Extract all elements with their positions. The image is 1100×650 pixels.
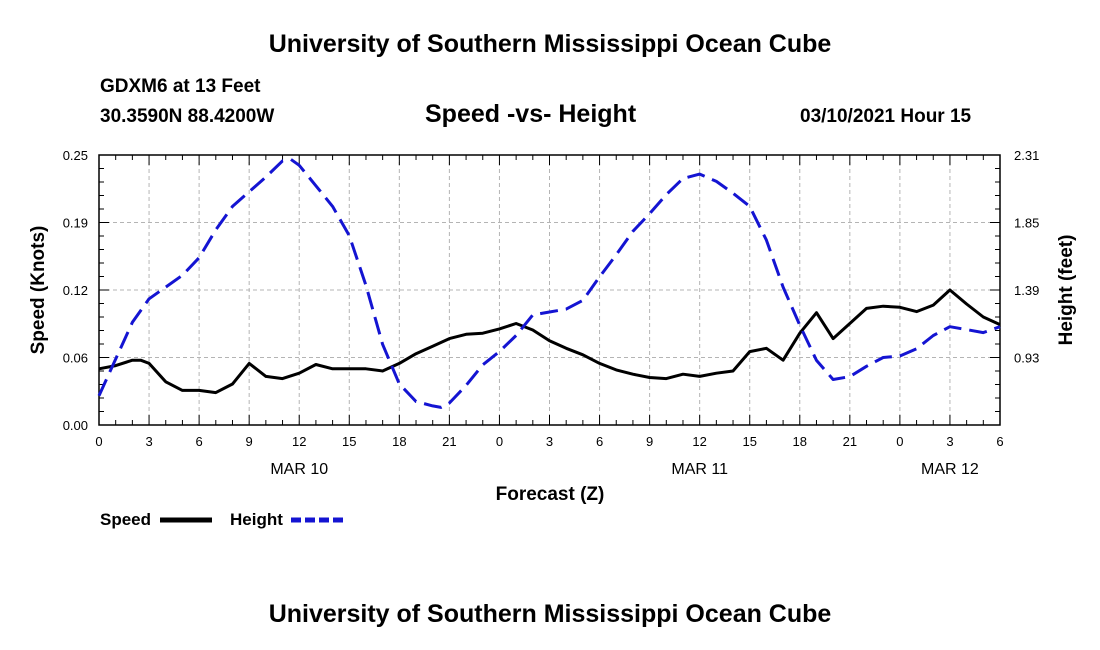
x-tick-label: 18: [392, 434, 406, 449]
series-lines: [97, 157, 1001, 409]
date-label: MAR 10: [270, 461, 328, 478]
axis-ticks: [98, 154, 1001, 426]
y-tick-label: 0.19: [63, 216, 88, 231]
grid-lines: [99, 155, 1000, 425]
y-tick-label: 0.25: [63, 148, 88, 163]
date-label: MAR 11: [671, 461, 728, 478]
location-coordinates: 30.3590N 88.4200W: [100, 106, 275, 127]
y-axis-label: Speed (Knots): [28, 226, 49, 355]
x-tick-label: 9: [246, 434, 253, 449]
x-tick-label: 12: [292, 434, 306, 449]
y2-tick-label: 1.85: [1014, 216, 1039, 231]
footer-title: University of Southern Mississippi Ocean…: [268, 600, 832, 628]
y2-axis-label: Height (feet): [1056, 235, 1077, 346]
x-tick-label: 3: [145, 434, 152, 449]
x-tick-label: 21: [442, 434, 456, 449]
x-tick-label: 6: [596, 434, 603, 449]
x-tick-label: 18: [793, 434, 807, 449]
x-tick-label: 15: [742, 434, 756, 449]
x-tick-label: 3: [946, 434, 953, 449]
x-tick-label: 21: [843, 434, 857, 449]
x-tick-label: 15: [342, 434, 356, 449]
legend-label-speed: Speed: [100, 510, 151, 529]
x-tick-label: 12: [692, 434, 706, 449]
x-tick-label: 6: [996, 434, 1003, 449]
y2-tick-label: 0.93: [1014, 351, 1039, 366]
x-tick-label: 0: [896, 434, 903, 449]
station-label: GDXM6 at 13 Feet: [100, 76, 261, 97]
legend: Speed Height: [100, 510, 343, 529]
x-tick-label: 0: [95, 434, 102, 449]
x-tick-label: 3: [546, 434, 553, 449]
y-tick-label: 0.00: [63, 418, 88, 433]
forecast-datetime: 03/10/2021 Hour 15: [800, 106, 972, 127]
series-line-height: [97, 157, 1001, 409]
x-tick-label: 9: [646, 434, 653, 449]
page-title: University of Southern Mississippi Ocean…: [268, 30, 832, 58]
y2-tick-label: 1.39: [1014, 283, 1039, 298]
axis-labels: 0 3 6 9 12 15 18 21 0 3 6 9 12 15 18 21 0 3 6 MAR 10 MAR 11 M…: [63, 148, 1040, 478]
y-tick-label: 0.12: [63, 283, 88, 298]
y-tick-label: 0.06: [63, 351, 88, 366]
series-line-speed: [98, 288, 1001, 395]
y2-tick-label: 2.31: [1014, 148, 1039, 163]
x-tick-label: 6: [195, 434, 202, 449]
date-label: MAR 12: [921, 461, 979, 478]
chart-title: Speed -vs- Height: [425, 100, 637, 128]
x-tick-label: 0: [496, 434, 503, 449]
legend-label-height: Height: [230, 510, 283, 529]
x-axis-label: Forecast (Z): [496, 484, 605, 505]
